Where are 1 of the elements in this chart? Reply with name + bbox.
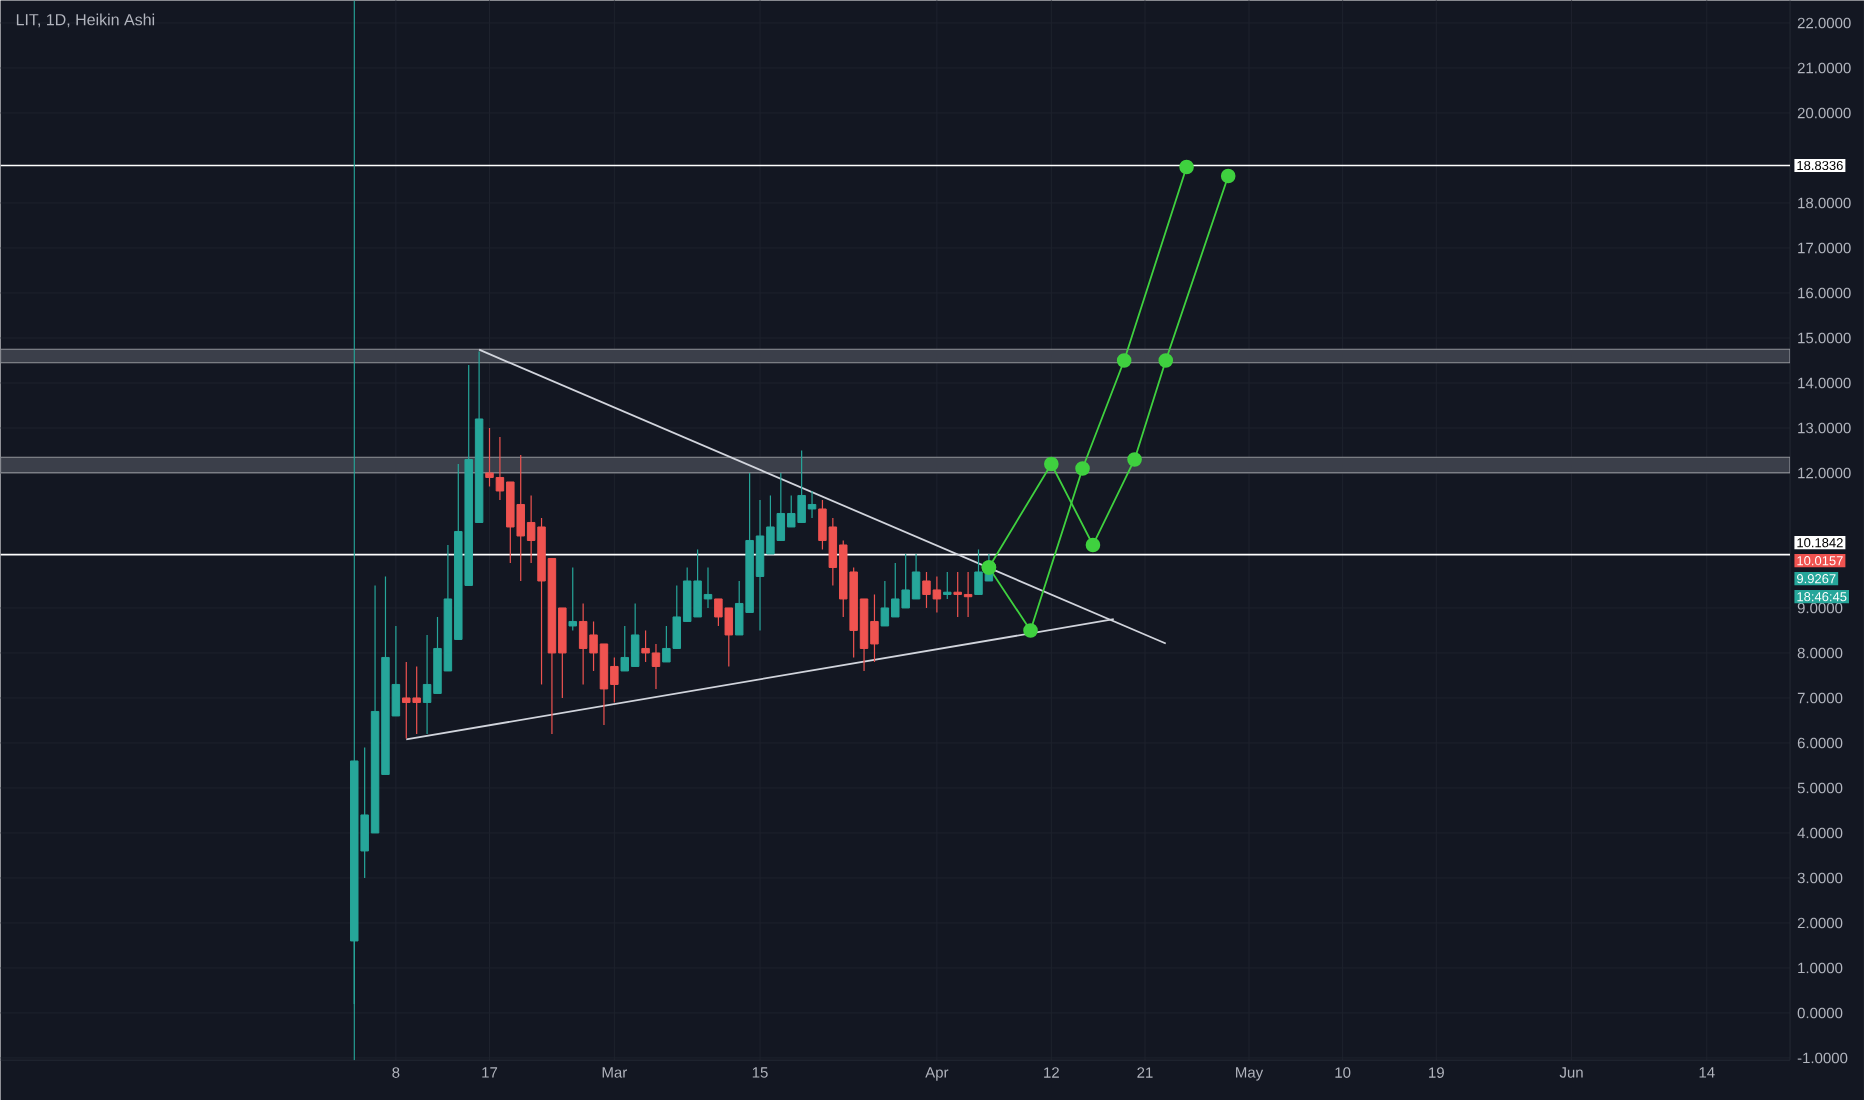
text: LIT, 1D, Heikin Ashi — [16, 13, 155, 28]
